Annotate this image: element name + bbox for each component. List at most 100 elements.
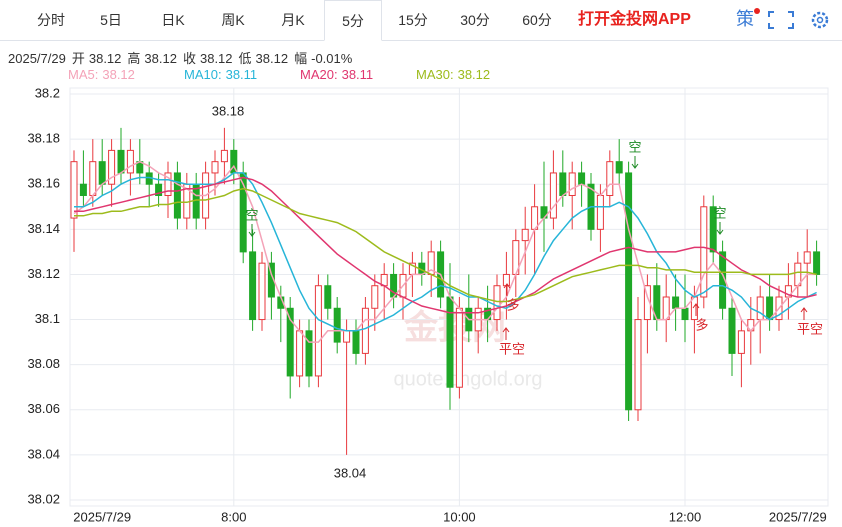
y-tick-label: 38.14 <box>27 221 60 236</box>
tab[interactable]: 30分 <box>460 12 490 28</box>
y-tick-label: 38.08 <box>27 356 60 371</box>
legend-sep: : <box>217 67 222 82</box>
candle-body <box>549 172 557 219</box>
badge-dot <box>754 8 760 14</box>
signal-arrow <box>503 283 511 296</box>
candle-body <box>521 228 529 242</box>
candle-body <box>803 251 811 264</box>
legend-entry: MA10: 38.11 <box>184 67 300 82</box>
x-tick-label: 2025/7/29 <box>769 509 827 524</box>
candle-body <box>756 296 764 321</box>
y-tick-label: 38.18 <box>27 131 60 146</box>
info-date: 2025/7/29 <box>8 51 66 66</box>
candle-body <box>493 285 501 321</box>
annotation: 空 <box>713 205 726 220</box>
annotation: 空 <box>628 139 641 154</box>
candle-body <box>89 161 97 197</box>
candle-body <box>596 195 604 230</box>
app-link[interactable]: 打开金投网APP <box>578 11 691 28</box>
legend-sep: : <box>449 67 454 82</box>
legend-name: MA20 <box>300 67 334 82</box>
candle-body <box>446 296 454 388</box>
legend-name: MA5 <box>68 67 95 82</box>
info-label: 开 <box>71 51 85 66</box>
candle-body <box>606 161 614 197</box>
legend-name: MA10 <box>184 67 218 82</box>
y-tick-label: 38.06 <box>27 401 60 416</box>
y-tick-label: 38.02 <box>27 491 60 506</box>
signal-arrow <box>800 307 808 320</box>
annotation: 38.18 <box>212 103 245 118</box>
x-tick-label: 2025/7/29 <box>73 509 131 524</box>
candle-body <box>173 172 181 219</box>
info-label: 高 <box>127 51 141 66</box>
candle-body <box>709 206 717 253</box>
tab[interactable]: 日K <box>161 12 185 28</box>
candle-body <box>352 330 360 354</box>
candle-body <box>305 330 313 377</box>
candle-body <box>681 307 689 321</box>
annotation: 多 <box>506 297 519 312</box>
candle-body <box>324 285 332 309</box>
x-tick-label: 12:00 <box>669 509 702 524</box>
info-label: 低 <box>238 51 252 66</box>
candle-body <box>700 206 708 298</box>
candle-body <box>164 172 172 196</box>
candle-body <box>79 183 87 197</box>
candle-body <box>249 251 257 321</box>
x-tick-label: 10:00 <box>443 509 476 524</box>
candle-body <box>737 330 745 354</box>
legend-entry: MA5: 38.12 <box>68 67 184 82</box>
candle-body <box>211 161 219 174</box>
legend-name: MA30 <box>416 67 450 82</box>
candle-body <box>578 172 586 185</box>
info-label: 收 <box>182 51 196 66</box>
y-tick-label: 38.2 <box>35 85 60 100</box>
tab[interactable]: 15分 <box>398 12 428 28</box>
info-value: 38.12 <box>199 51 233 66</box>
tab[interactable]: 5分 <box>324 0 382 41</box>
candle-body <box>117 149 125 174</box>
candle-body <box>625 172 633 411</box>
signal-arrow <box>502 327 510 340</box>
candle-body <box>98 161 106 185</box>
tab[interactable]: 月K <box>281 12 305 28</box>
tab[interactable]: 60分 <box>522 12 552 28</box>
ma-line <box>74 187 817 303</box>
y-tick-label: 38.1 <box>35 311 60 326</box>
candle-body <box>314 285 322 377</box>
legend-entry: MA20: 38.11 <box>300 67 416 82</box>
info-value: 38.12 <box>144 51 177 66</box>
tab[interactable]: 分时 <box>37 12 65 28</box>
candle-body <box>343 330 351 343</box>
legend-entry: MA30: 38.12 <box>416 67 532 82</box>
candle-body <box>126 149 134 174</box>
ma-line <box>73 160 817 343</box>
legend-value: 38.11 <box>225 67 258 82</box>
candle-body <box>155 183 163 197</box>
tab[interactable]: 周K <box>221 12 245 28</box>
plot-border <box>69 87 829 507</box>
candle-body <box>258 262 266 321</box>
info-value: 38.12 <box>88 51 122 66</box>
candle-body <box>361 307 369 354</box>
settings-icon-center <box>816 16 824 24</box>
fullscreen-icon[interactable] <box>768 11 794 29</box>
candle-body <box>615 161 623 174</box>
watermark: quote.cngold.org <box>393 368 542 390</box>
legend: MA5: 38.12 MA10: 38.11 MA20: 38.11 MA30: 38.12 <box>68 67 532 82</box>
settings-icon[interactable] <box>811 11 829 29</box>
info-label: 幅 <box>294 51 308 66</box>
annotation: 平空 <box>499 341 525 356</box>
tab[interactable]: 5日 <box>100 12 122 28</box>
y-tick-label: 38.12 <box>27 266 60 281</box>
candle-body <box>502 273 510 287</box>
annotation: 38.04 <box>334 465 367 480</box>
strategy-icon[interactable]: 策 <box>736 9 754 29</box>
candle-body <box>220 149 228 163</box>
signal-arrow <box>692 303 700 316</box>
annotation: 多 <box>695 317 708 332</box>
info-line: 2025/7/29 开 38.12 高 38.12 收 38.12 低 38.12 幅 -0.01% <box>8 48 358 67</box>
